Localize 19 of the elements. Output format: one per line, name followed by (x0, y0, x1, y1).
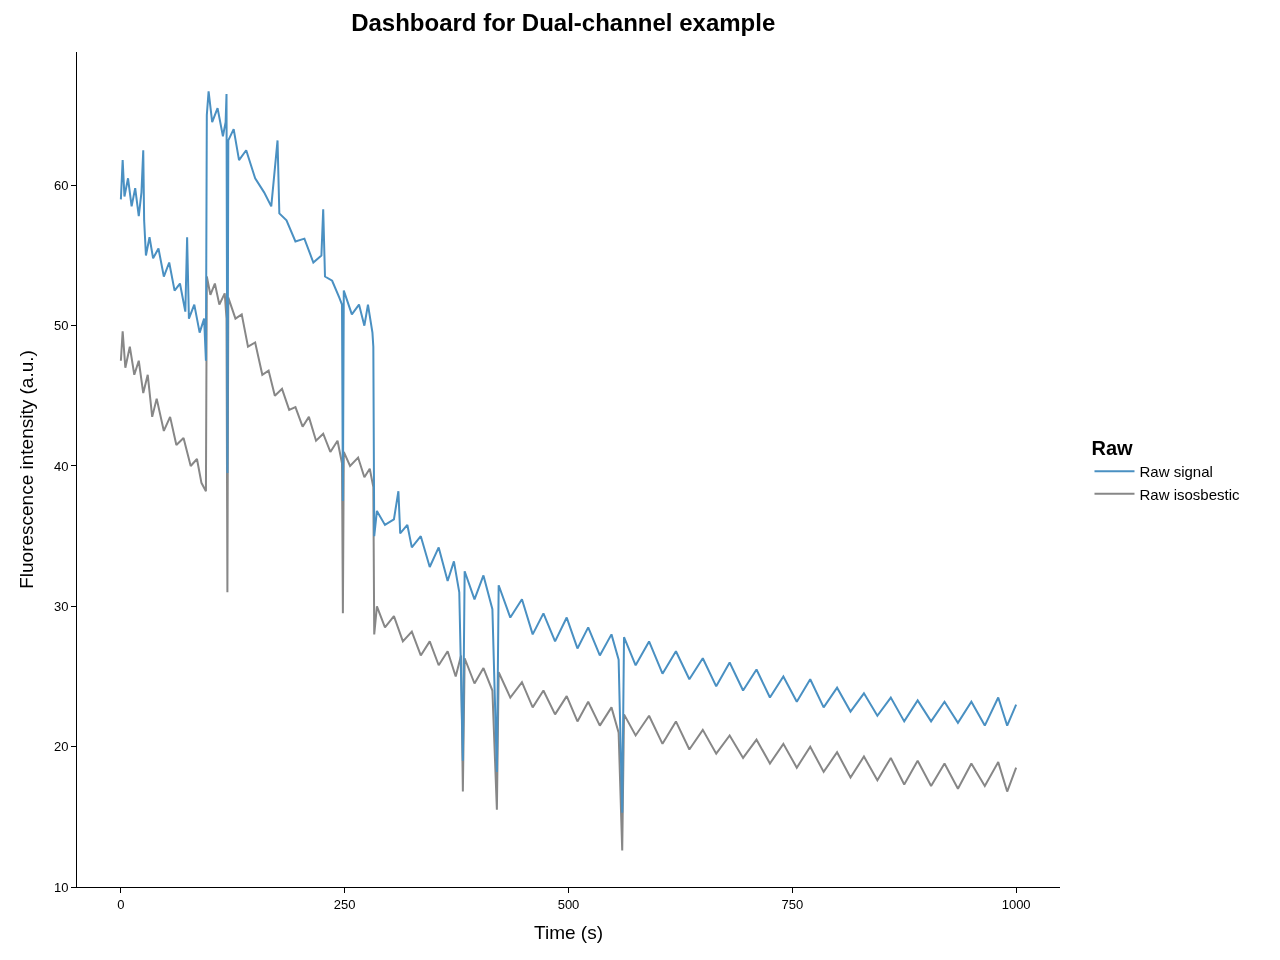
y-tick-label: 50 (53, 318, 69, 334)
x-tick-label: 750 (781, 896, 804, 912)
x-tick-label: 1000 (1001, 896, 1031, 912)
x-tick-label: 500 (557, 896, 580, 912)
legend-title: Raw (1091, 437, 1134, 459)
line-series (119, 90, 1018, 814)
line-series (119, 275, 1018, 852)
y-tick-label: 40 (53, 458, 69, 474)
y-tick-label: 10 (53, 879, 69, 895)
x-axis-title: Time (s) (534, 922, 603, 944)
y-tick-label: 20 (53, 739, 69, 755)
legend-label: Raw signal (1139, 463, 1213, 481)
chart-title: Dashboard for Dual-channel example (351, 9, 776, 37)
y-tick-label: 30 (53, 598, 69, 614)
x-tick-label: 250 (333, 896, 356, 912)
y-axis-title: Fluorescence intensity (a.u.) (15, 350, 37, 589)
y-tick-label: 60 (53, 177, 69, 193)
legend-label: Raw isosbestic (1139, 485, 1241, 503)
x-tick-label: 0 (117, 896, 125, 912)
